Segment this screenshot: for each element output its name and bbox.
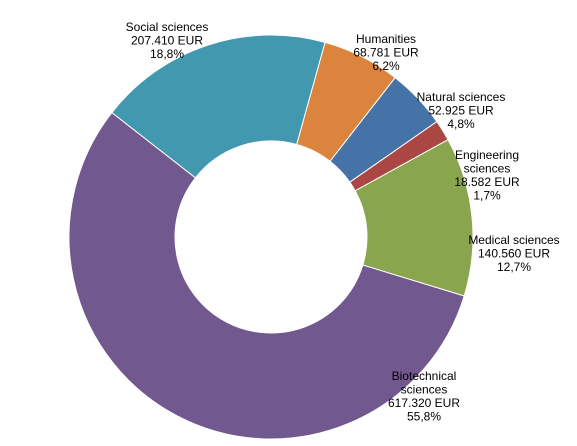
slice-social-sciences — [111, 34, 326, 179]
slices — [68, 34, 474, 440]
label-natural-sciences: Natural sciences 52.925 EUR 4,8% — [417, 90, 506, 131]
label-line: Biotechnical — [392, 369, 457, 383]
label-line: 4,8% — [447, 117, 475, 131]
label-line: 12,7% — [497, 260, 531, 274]
slice-labels: Social sciences 207.410 EUR 18,8% Humanitie… — [126, 20, 560, 424]
label-line: Medical sciences — [468, 233, 559, 247]
label-line: 55,8% — [407, 410, 441, 424]
label-line: sciences — [464, 162, 511, 176]
label-social-sciences: Social sciences 207.410 EUR 18,8% — [126, 20, 209, 61]
label-line: 52.925 EUR — [428, 104, 494, 118]
label-engineering-sciences: Engineering sciences 18.582 EUR 1,7% — [454, 148, 520, 203]
label-line: Social sciences — [126, 20, 209, 34]
label-line: 207.410 EUR — [131, 34, 203, 48]
label-line: 140.560 EUR — [478, 247, 550, 261]
label-line: 617.320 EUR — [388, 396, 460, 410]
label-line: 68.781 EUR — [353, 46, 419, 60]
label-line: 18,8% — [150, 47, 184, 61]
label-biotechnical-sciences: Biotechnical sciences 617.320 EUR 55,8% — [388, 369, 460, 424]
label-line: Humanities — [356, 32, 416, 46]
label-line: Engineering — [455, 148, 519, 162]
label-line: 18.582 EUR — [454, 175, 520, 189]
label-line: Natural sciences — [417, 90, 506, 104]
label-line: 6,2% — [372, 59, 400, 73]
label-medical-sciences: Medical sciences 140.560 EUR 12,7% — [468, 233, 559, 274]
label-humanities: Humanities 68.781 EUR 6,2% — [353, 32, 419, 73]
slice-biotechnical-sciences — [68, 111, 465, 440]
label-line: sciences — [401, 383, 448, 397]
label-line: 1,7% — [473, 189, 501, 203]
